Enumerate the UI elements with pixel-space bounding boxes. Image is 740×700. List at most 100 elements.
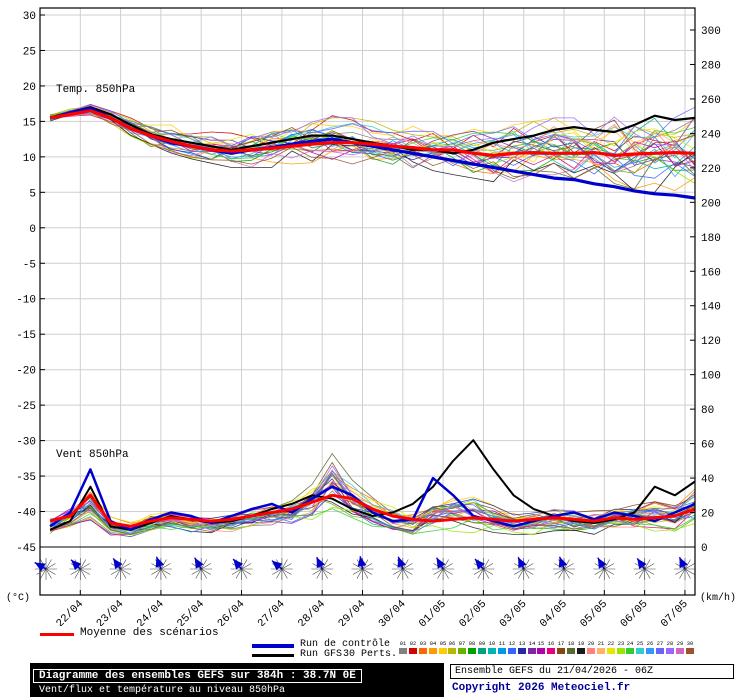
svg-text:180: 180	[701, 233, 721, 245]
svg-text:-40: -40	[16, 508, 36, 520]
temp-annotation: Temp. 850hPa	[56, 84, 136, 96]
svg-text:-20: -20	[16, 366, 36, 378]
svg-text:06/05: 06/05	[619, 598, 651, 626]
svg-text:80: 80	[701, 405, 714, 417]
svg-text:05/05: 05/05	[578, 598, 610, 626]
members-legend: 01 02 03 04 05 06 07 08 09 10 11 12 13 14 15 16 17 18 19 20…	[398, 640, 695, 654]
svg-text:25/04: 25/04	[175, 598, 207, 626]
member-legend-item: 22	[606, 640, 616, 654]
member-legend-item: 07	[457, 640, 467, 654]
plot-frame	[39, 7, 696, 596]
svg-text:300: 300	[701, 26, 721, 38]
member-legend-item: 03	[418, 640, 428, 654]
svg-text:07/05: 07/05	[659, 598, 691, 626]
svg-text:30: 30	[23, 11, 36, 23]
member-legend-item: 11	[497, 640, 507, 654]
member-legend-item: 13	[517, 640, 527, 654]
member-legend-item: 28	[665, 640, 675, 654]
svg-text:22/04: 22/04	[54, 598, 86, 626]
svg-text:29/04: 29/04	[336, 598, 368, 626]
svg-text:140: 140	[701, 302, 721, 314]
member-legend-item: 21	[596, 640, 606, 654]
svg-text:-25: -25	[16, 401, 36, 413]
mean-line-swatch	[40, 633, 74, 636]
legend-control-label: Run de contrôle	[300, 639, 391, 650]
svg-text:-30: -30	[16, 437, 36, 449]
svg-text:-10: -10	[16, 295, 36, 307]
legend-perts-label: 30 Perts.	[343, 649, 398, 660]
svg-text:27/04: 27/04	[256, 598, 288, 626]
right-axis-unit: (km/h)	[700, 593, 737, 604]
svg-text:15: 15	[23, 117, 36, 129]
svg-text:160: 160	[701, 267, 721, 279]
legend-mean-label: Moyenne des scénarios	[80, 627, 219, 639]
svg-text:23/04: 23/04	[95, 598, 127, 626]
svg-text:28/04: 28/04	[296, 598, 328, 626]
member-legend-item: 26	[645, 640, 655, 654]
svg-text:-5: -5	[23, 259, 36, 271]
svg-text:10: 10	[23, 153, 36, 165]
svg-text:20: 20	[701, 509, 714, 521]
svg-text:-35: -35	[16, 472, 36, 484]
chart-subtitle: Vent/flux et température au niveau 850hP…	[39, 685, 286, 696]
member-legend-item: 30	[685, 640, 695, 654]
member-legend-item: 12	[507, 640, 517, 654]
member-legend-item: 25	[635, 640, 645, 654]
member-legend-item: 05	[438, 640, 448, 654]
member-legend-item: 29	[675, 640, 685, 654]
svg-text:-45: -45	[16, 543, 36, 555]
svg-text:100: 100	[701, 371, 721, 383]
member-legend-item: 20	[586, 640, 596, 654]
svg-text:200: 200	[701, 198, 721, 210]
svg-text:20: 20	[23, 82, 36, 94]
svg-text:30/04: 30/04	[377, 598, 409, 626]
wind-barbs	[34, 556, 696, 580]
member-legend-item: 09	[477, 640, 487, 654]
member-legend-item: 10	[487, 640, 497, 654]
svg-text:26/04: 26/04	[216, 598, 248, 626]
svg-text:25: 25	[23, 46, 36, 58]
legend-gfs-label: Run GFS	[300, 649, 343, 660]
svg-text:220: 220	[701, 164, 721, 176]
svg-text:60: 60	[701, 440, 714, 452]
chart-title-box: Diagramme des ensembles GEFS sur 384h : …	[30, 663, 444, 697]
ensemble-chart: 30 25 20 15 10 5 0 -5 -10 -15 -20 -25 -30 -35 -40 -45 30…	[16, 7, 721, 630]
member-legend-item: 23	[616, 640, 626, 654]
svg-text:01/05: 01/05	[417, 598, 449, 626]
copyright-link[interactable]: Copyright 2026 Meteociel.fr	[452, 682, 631, 694]
svg-text:120: 120	[701, 336, 721, 348]
member-legend-item: 17	[556, 640, 566, 654]
svg-text:0: 0	[701, 543, 708, 555]
svg-text:24/04: 24/04	[135, 598, 167, 626]
svg-text:03/05: 03/05	[498, 598, 530, 626]
member-legend-item: 18	[566, 640, 576, 654]
control-line-swatch	[252, 644, 294, 648]
main-lines	[49, 106, 696, 532]
member-legend-item: 14	[527, 640, 537, 654]
svg-text:-15: -15	[16, 330, 36, 342]
member-legend-item: 24	[625, 640, 635, 654]
svg-text:280: 280	[701, 60, 721, 72]
svg-text:240: 240	[701, 129, 721, 141]
svg-text:04/05: 04/05	[538, 598, 570, 626]
gfs-line-swatch	[252, 654, 294, 657]
member-legend-item: 15	[536, 640, 546, 654]
run-info-box: Ensemble GEFS du 21/04/2026 - 06Z	[450, 664, 734, 679]
left-axis-unit: (°C)	[6, 593, 31, 604]
wind-annotation: Vent 850hPa	[56, 449, 129, 461]
svg-text:0: 0	[29, 224, 36, 236]
member-legend-item: 02	[408, 640, 418, 654]
grid	[40, 8, 695, 595]
member-legend-item: 06	[447, 640, 457, 654]
chart-title: Diagramme des ensembles GEFS sur 384h : …	[33, 669, 362, 683]
member-legend-item: 08	[467, 640, 477, 654]
member-legend-item: 01	[398, 640, 408, 654]
member-legend-item: 04	[428, 640, 438, 654]
member-legend-item: 19	[576, 640, 586, 654]
member-legend-item: 27	[655, 640, 665, 654]
svg-text:02/05: 02/05	[457, 598, 489, 626]
svg-text:260: 260	[701, 95, 721, 107]
svg-text:5: 5	[29, 188, 36, 200]
member-legend-item: 16	[546, 640, 556, 654]
